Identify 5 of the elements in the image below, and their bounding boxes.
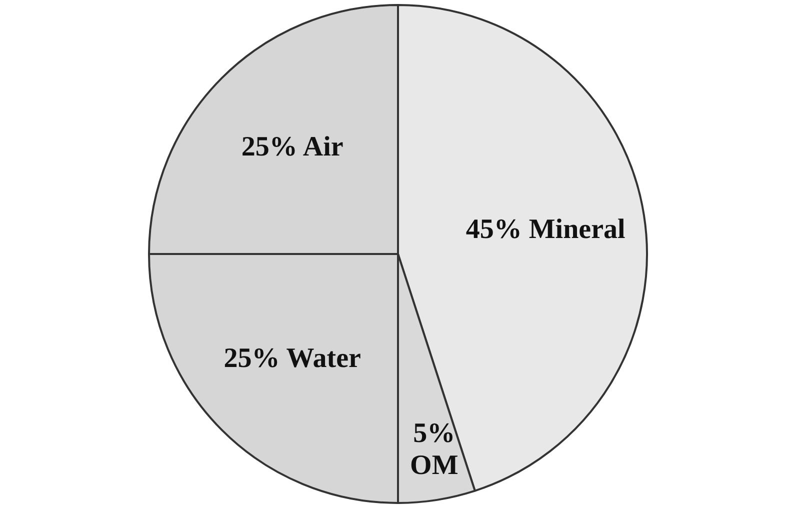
slice-label: 25% Air bbox=[241, 132, 344, 163]
slice-label: 45% Mineral bbox=[466, 214, 626, 245]
data-label: 5% bbox=[413, 418, 456, 449]
slice-label: 25% Water bbox=[224, 342, 361, 374]
slice-label: OM bbox=[410, 450, 458, 481]
